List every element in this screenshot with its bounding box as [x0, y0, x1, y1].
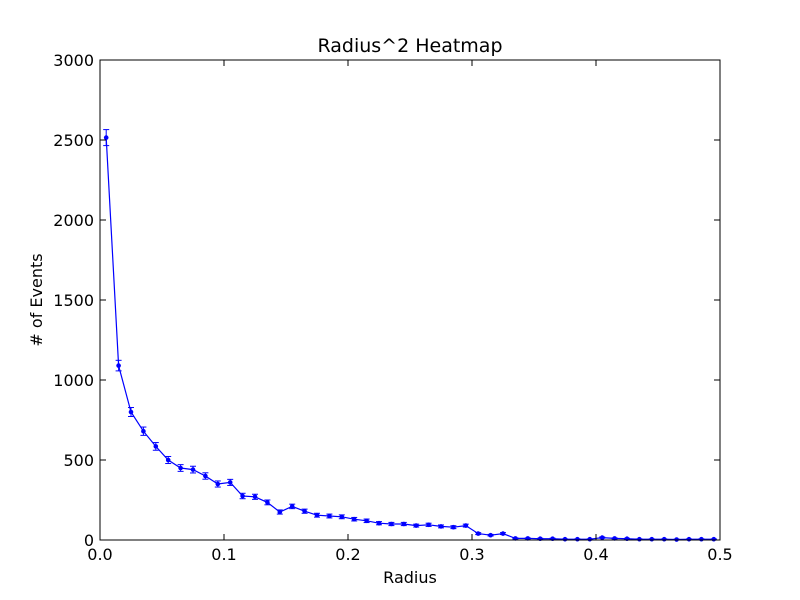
- data-point: [178, 465, 183, 471]
- y-axis-label: # of Events: [27, 253, 46, 346]
- data-point: [203, 473, 208, 479]
- x-tick-label: 0.5: [707, 545, 732, 564]
- data-point: [314, 512, 320, 518]
- data-point: [500, 531, 506, 536]
- series-layer: [103, 129, 717, 542]
- data-point: [265, 500, 270, 505]
- data-point: [190, 467, 196, 472]
- data-point: [599, 535, 605, 540]
- data-point: [401, 521, 407, 527]
- data-point: [463, 523, 469, 528]
- plot-frame: [99, 59, 721, 541]
- x-tick-label: 0.0: [87, 545, 112, 564]
- data-point: [103, 135, 109, 140]
- data-point: [699, 536, 704, 542]
- y-tick-label: 2500: [53, 131, 94, 150]
- y-tick-label: 2000: [53, 211, 94, 230]
- data-point: [165, 457, 171, 463]
- x-axis-label: Radius: [383, 568, 437, 587]
- data-point: [376, 520, 382, 526]
- data-point: [153, 444, 159, 449]
- y-tick-label: 3000: [53, 51, 94, 70]
- data-point: [277, 509, 283, 515]
- x-tick-label: 0.4: [583, 545, 608, 564]
- x-tick-label: 0.3: [459, 545, 484, 564]
- data-point: [426, 522, 431, 528]
- x-tick-label: 0.1: [211, 545, 236, 564]
- y-tick-label: 0: [84, 531, 94, 550]
- data-point: [661, 536, 667, 542]
- data-point: [587, 536, 593, 542]
- chart-title: Radius^2 Heatmap: [317, 35, 502, 57]
- data-point: [389, 521, 394, 527]
- data-point: [562, 536, 568, 542]
- data-point: [351, 516, 357, 522]
- data-point: [227, 480, 233, 485]
- data-point: [141, 428, 146, 434]
- data-point: [488, 532, 493, 538]
- data-point: [215, 481, 221, 487]
- data-point: [637, 536, 642, 542]
- data-point: [128, 409, 134, 415]
- y-tick-label: 500: [63, 451, 94, 470]
- data-point: [451, 524, 456, 530]
- data-point: [289, 504, 295, 509]
- y-tick-label: 1500: [53, 291, 94, 310]
- data-point: [240, 493, 245, 499]
- data-point: [413, 523, 419, 528]
- data-point: [116, 363, 121, 368]
- data-point: [475, 531, 481, 536]
- data-point: [364, 518, 369, 524]
- data-point: [438, 524, 444, 529]
- plot-background: [100, 60, 720, 540]
- data-point: [327, 513, 332, 519]
- data-point: [711, 536, 717, 542]
- data-point: [575, 536, 580, 542]
- x-tick-label: 0.2: [335, 545, 360, 564]
- data-point: [649, 536, 655, 542]
- data-point: [302, 508, 307, 514]
- data-series: [103, 129, 717, 542]
- data-point: [686, 536, 692, 542]
- data-point: [339, 514, 345, 520]
- y-tick-label: 1000: [53, 371, 94, 390]
- tick-layer: 0.0 0.1 0.2 0.3 0.4 0.5 0 500 1000 1500 2000 2500 30…: [53, 51, 732, 564]
- data-point: [252, 494, 258, 500]
